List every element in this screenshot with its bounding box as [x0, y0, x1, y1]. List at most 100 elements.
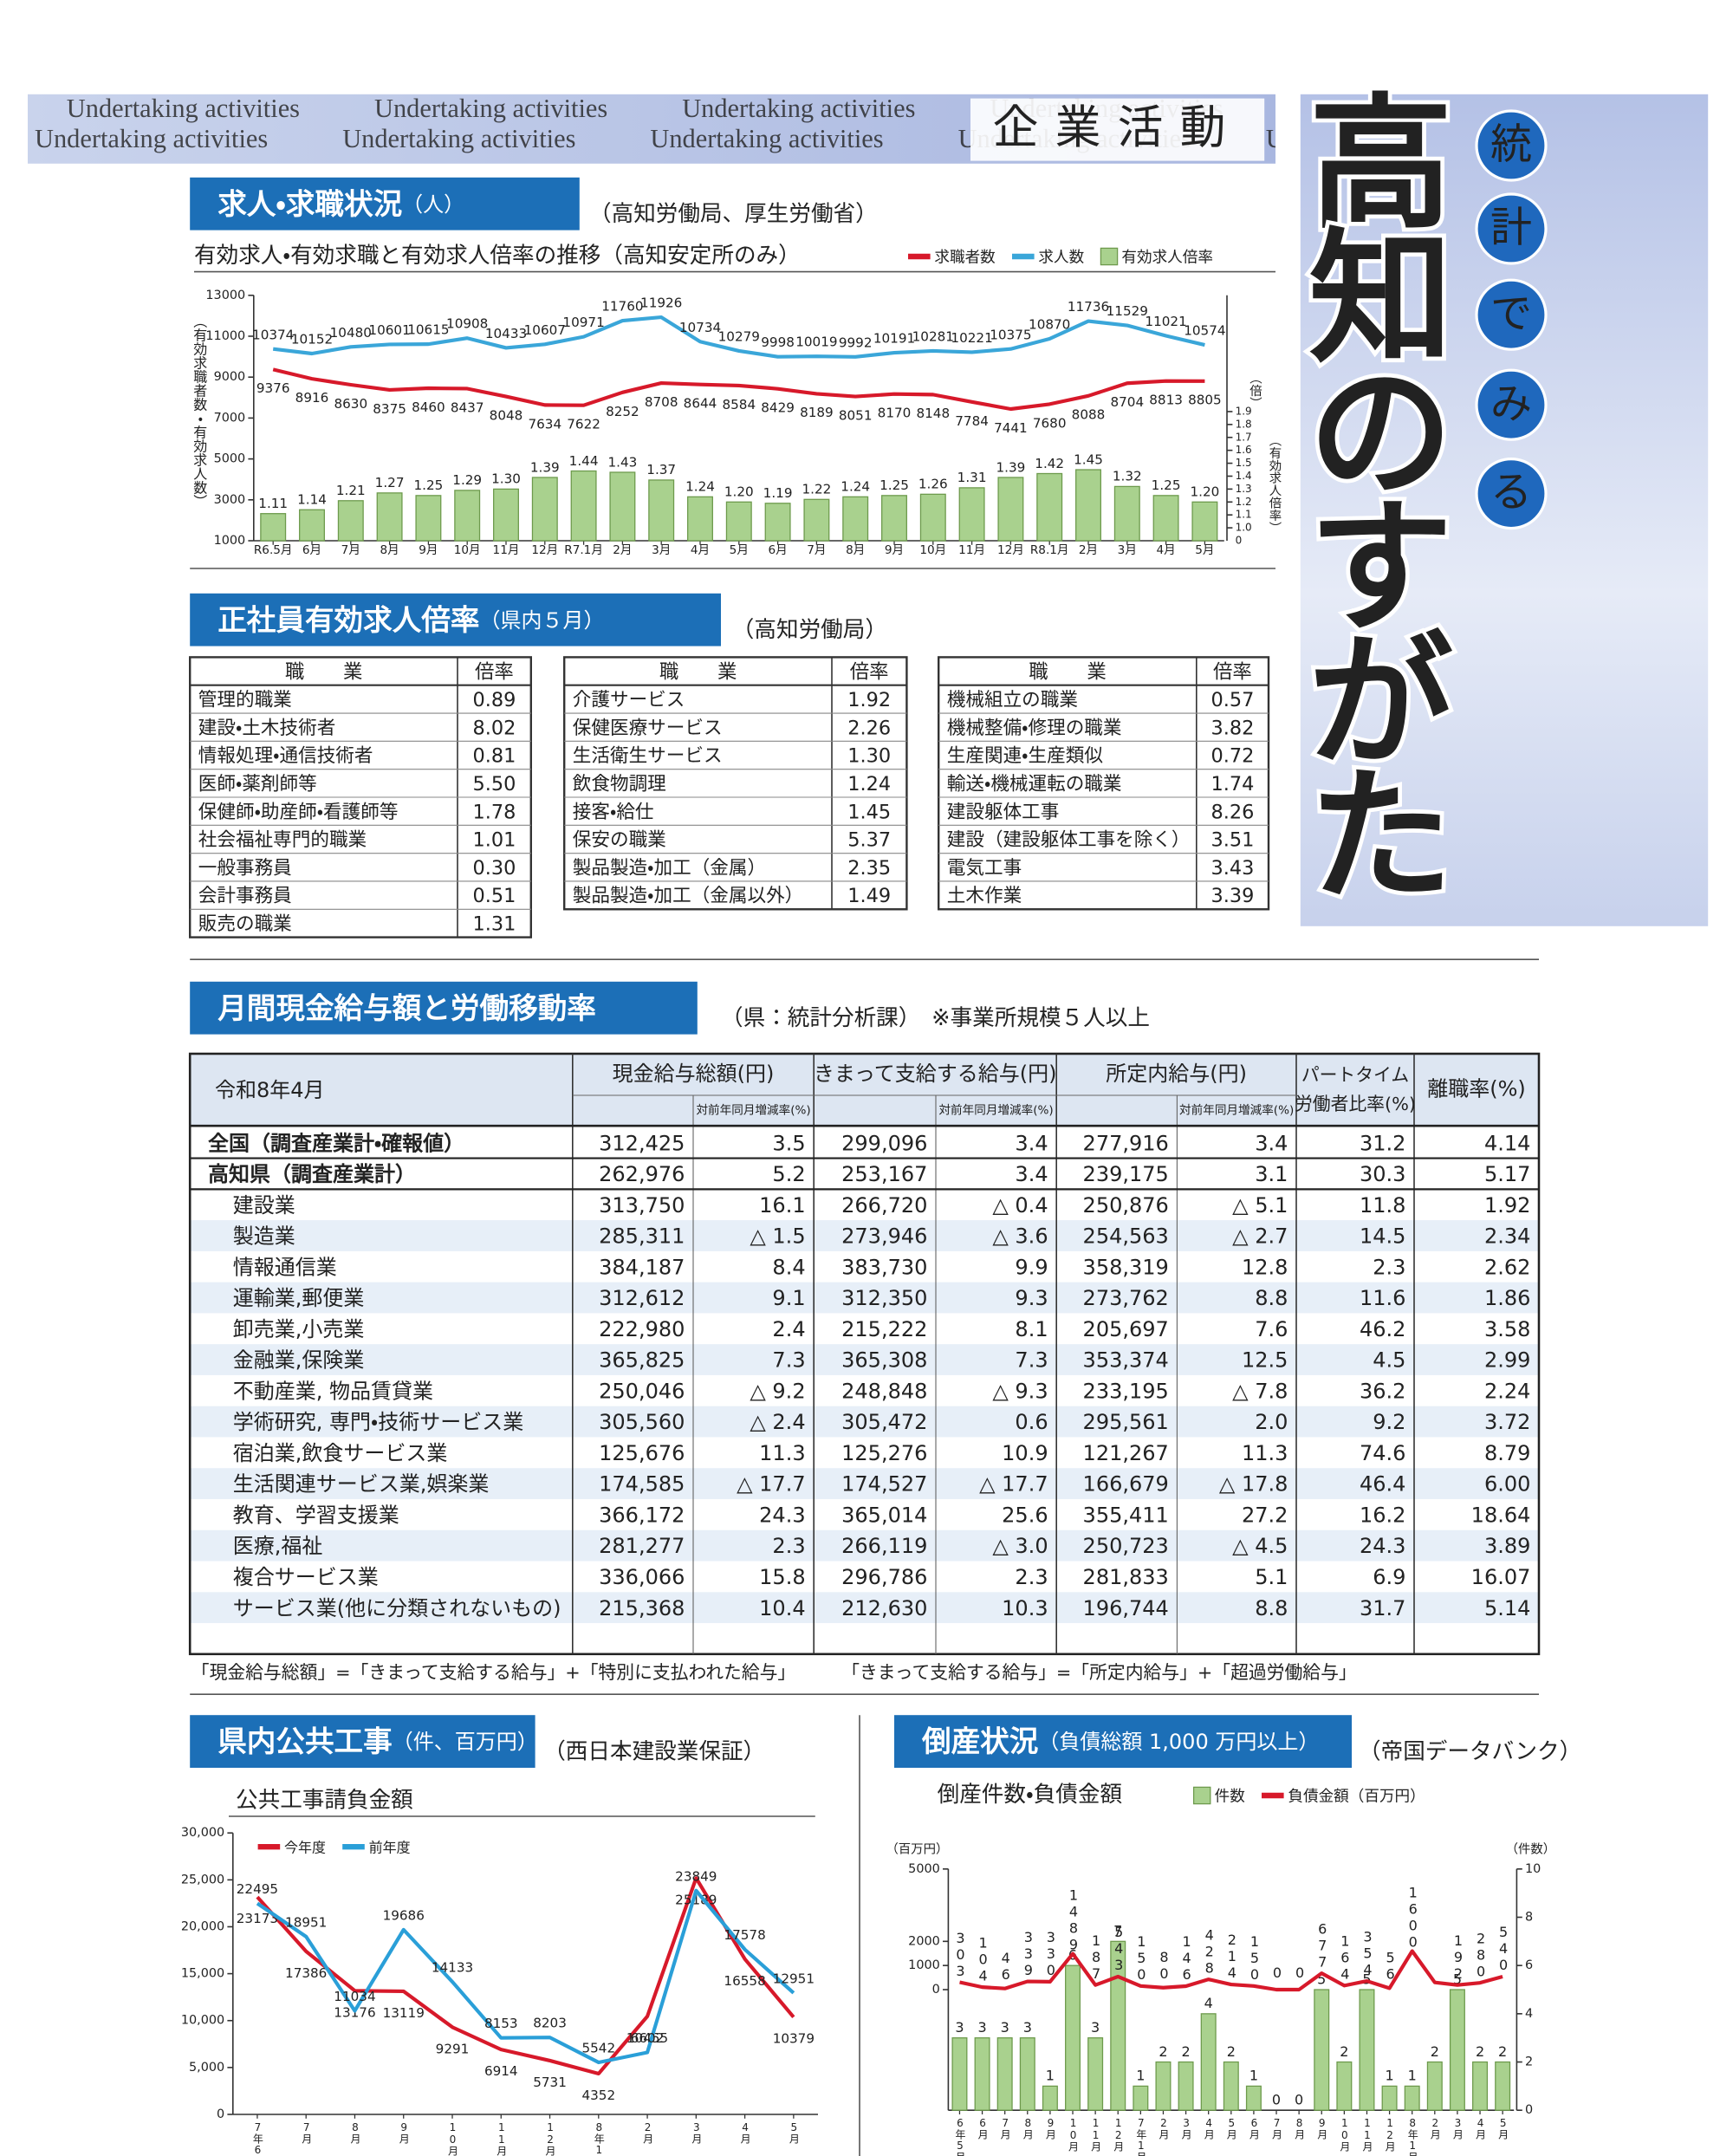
y2-tick-label: 0 — [1525, 2103, 1533, 2117]
y2-axis-title: （件数） — [1506, 1841, 1556, 1856]
side-title-char: が — [1308, 620, 1452, 787]
line-value-label: 9998 — [761, 334, 795, 350]
wage-cell: 312,612 — [599, 1286, 685, 1310]
wage-cell: 2.99 — [1484, 1348, 1530, 1373]
bar-value-label: 1 — [1249, 2068, 1258, 2084]
x-tick-label: 4月 — [739, 2121, 751, 2145]
legend-label: 有効求人倍率 — [1121, 250, 1213, 267]
table-cell: 0.51 — [472, 885, 516, 907]
wage-cell: 2.3 — [772, 1534, 805, 1558]
legend-label: 前年度 — [369, 1839, 411, 1855]
line-value-label: 10615 — [407, 322, 449, 338]
section-heading-box — [190, 593, 721, 646]
wage-sub-label: 対前年同月増減率(%) — [938, 1103, 1053, 1118]
wage-cell: 1.92 — [1484, 1193, 1530, 1218]
wage-cell: 174,527 — [841, 1472, 927, 1497]
bar — [1113, 485, 1140, 542]
series-line — [959, 1949, 1503, 1992]
line-value-label: 10455 — [626, 2030, 668, 2046]
wage-cell: 3.5 — [772, 1131, 805, 1155]
line-value-label: 8644 — [684, 396, 717, 412]
table-cell: 機械整備・修理の職業 — [947, 718, 1122, 739]
bar-value-label: 2 — [1227, 2043, 1236, 2060]
wage-cell: 2.24 — [1484, 1379, 1530, 1403]
wage-cell: 295,561 — [1083, 1410, 1169, 1434]
y2-tick-label: 1.9 — [1236, 405, 1252, 417]
wage-cell: 3.1 — [1255, 1162, 1288, 1186]
series-line — [256, 1888, 795, 2065]
line-value-label: 8189 — [800, 405, 834, 420]
section-heading-box — [190, 1715, 535, 1768]
legend-label: 求人数 — [1038, 250, 1084, 267]
wage-cell: 312,350 — [841, 1286, 927, 1310]
wage-cell: △ 17.7 — [737, 1472, 806, 1497]
section-heading-title: 県内公共工事 — [217, 1724, 393, 1758]
side-circle — [1475, 109, 1548, 182]
wage-cell: △ 3.0 — [992, 1534, 1048, 1558]
x-tick-label: R8.1月 — [1030, 543, 1069, 557]
y2-tick-label: 1.0 — [1236, 522, 1252, 534]
y-tick-label: 11000 — [205, 329, 245, 343]
wage-cell: 125,276 — [841, 1441, 927, 1465]
wage-cell: △ 4.5 — [1232, 1534, 1288, 1558]
section-heading-box — [190, 177, 580, 231]
table-cell: 管理的職業 — [198, 689, 292, 711]
wage-cell: 273,762 — [1083, 1286, 1169, 1310]
x-tick-label: R7.1月 — [564, 543, 603, 557]
wage-cell: 9.3 — [1015, 1286, 1048, 1310]
wage-row-label: 製造業 — [233, 1224, 295, 1249]
line-value-label: 10607 — [524, 322, 566, 338]
line-value-label: 11529 — [1107, 303, 1148, 319]
table-cell: 保健医療サービス — [573, 718, 723, 739]
wage-cell: 31.2 — [1360, 1131, 1405, 1155]
wage-row-bg — [190, 1282, 1540, 1314]
y-tick-label: 30,000 — [181, 1826, 224, 1840]
bar — [1472, 2061, 1489, 2111]
line-value-label: 5731 — [533, 2075, 567, 2090]
line-value-label: 10375 — [990, 327, 1031, 342]
bar-value-label: 0 — [1295, 2092, 1303, 2108]
wage-footnote: 「きまって支給する給与」=「所定内給与」+「超過労働給与」 — [841, 1662, 1356, 1683]
line-value-label: 150 — [1246, 1933, 1262, 1983]
bar — [951, 2037, 968, 2111]
bar — [1152, 495, 1179, 542]
line-value-label: 7622 — [567, 417, 600, 432]
wage-cell: 24.3 — [759, 1503, 805, 1527]
wage-row-bg — [190, 1529, 1540, 1562]
header-title-box — [970, 98, 1265, 161]
wage-cell: 7.3 — [772, 1348, 805, 1373]
x-tick-label: 7月 — [1271, 2117, 1283, 2140]
header-bg-text: Undertaking activities — [342, 124, 575, 153]
x-tick-label: 8月 — [349, 2121, 361, 2145]
line-value-label: 17578 — [724, 1927, 765, 1943]
bar-value-label: 3 — [1023, 2019, 1032, 2036]
table-cell: 1.31 — [472, 913, 516, 936]
wage-cell: △ 2.7 — [1232, 1224, 1288, 1249]
wage-cell: 10.3 — [1002, 1596, 1048, 1620]
line-value-label: 0 — [1292, 1964, 1308, 1981]
section-source: （帝国データバンク） — [1359, 1738, 1581, 1764]
wage-cell: 7.3 — [1015, 1348, 1048, 1373]
side-title-char: た — [1308, 754, 1452, 921]
table-cell: 8.26 — [1211, 801, 1254, 823]
bar-value-label: 1.39 — [996, 459, 1025, 475]
bar — [1336, 2061, 1353, 2111]
x-tick-label: 7月 — [999, 2117, 1011, 2140]
wage-cell: 365,825 — [599, 1348, 685, 1373]
line-value-label: 8252 — [606, 404, 639, 419]
wage-cell: 365,308 — [841, 1348, 927, 1373]
line-value-label: 677 — [1314, 1920, 1331, 1970]
chart-title: 有効求人・有効求職と有効求人倍率の推移（高知安定所のみ） — [194, 243, 801, 269]
x-tick-label: 4月 — [1203, 2117, 1215, 2140]
line-value-label: 8813 — [1149, 393, 1183, 408]
y-tick-label: 7000 — [214, 411, 246, 425]
bar-value-label: 1.25 — [413, 477, 443, 493]
section-heading-box — [894, 1715, 1352, 1768]
wage-sub-label: 対前年同月増減率(%) — [1179, 1103, 1294, 1118]
wage-cell: 25.6 — [1002, 1503, 1048, 1527]
table-cell: 一般事務員 — [198, 857, 292, 879]
series-line — [272, 367, 1205, 412]
wage-cell: 125,676 — [599, 1441, 685, 1465]
x-tick-label: 8月 — [1022, 2117, 1034, 2140]
wage-row-label: 建設業 — [233, 1193, 295, 1218]
